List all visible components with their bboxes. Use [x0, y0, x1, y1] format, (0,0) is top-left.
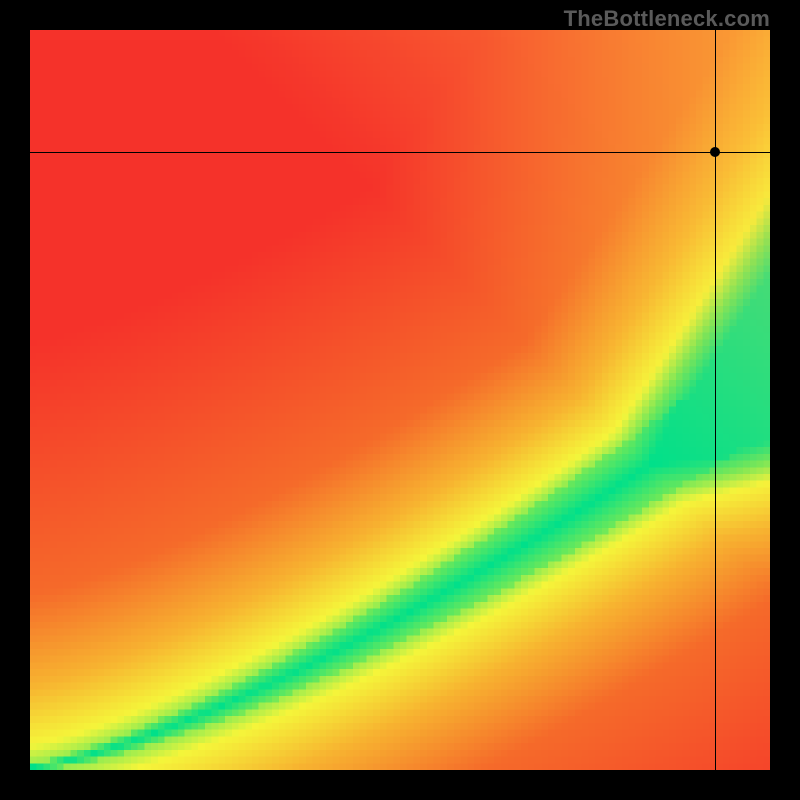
crosshair-vertical [715, 30, 716, 770]
crosshair-horizontal [30, 152, 770, 153]
plot-area [30, 30, 770, 770]
watermark-text: TheBottleneck.com [564, 6, 770, 32]
marker-dot [710, 147, 720, 157]
heatmap-canvas [30, 30, 770, 770]
